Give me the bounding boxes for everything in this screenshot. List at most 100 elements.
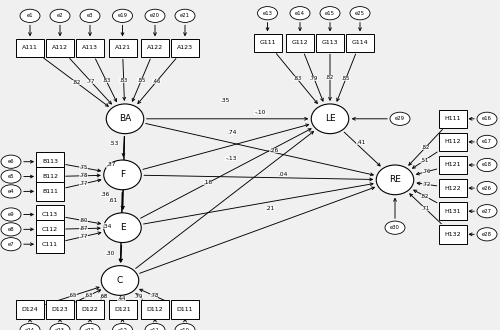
- Text: .83: .83: [102, 78, 110, 83]
- Text: e16: e16: [482, 116, 492, 121]
- FancyBboxPatch shape: [36, 205, 64, 224]
- Ellipse shape: [376, 165, 414, 195]
- FancyBboxPatch shape: [36, 220, 64, 239]
- FancyBboxPatch shape: [438, 202, 466, 220]
- Text: .35: .35: [220, 98, 230, 103]
- Text: .80: .80: [80, 218, 88, 223]
- Ellipse shape: [104, 160, 142, 190]
- Ellipse shape: [104, 213, 142, 243]
- FancyBboxPatch shape: [36, 167, 64, 186]
- Text: e28: e28: [482, 232, 492, 237]
- Circle shape: [477, 182, 497, 195]
- Text: BA: BA: [119, 114, 131, 123]
- Circle shape: [1, 208, 21, 221]
- Text: e18: e18: [482, 162, 492, 168]
- Text: C112: C112: [42, 227, 58, 232]
- Circle shape: [290, 7, 310, 20]
- Text: e27: e27: [482, 209, 492, 214]
- Text: e20: e20: [150, 13, 160, 18]
- FancyBboxPatch shape: [76, 300, 104, 319]
- Text: D121: D121: [114, 307, 131, 312]
- Text: .82: .82: [326, 75, 334, 80]
- Text: B111: B111: [42, 189, 58, 194]
- FancyBboxPatch shape: [438, 133, 466, 151]
- Text: B112: B112: [42, 174, 58, 179]
- Text: C: C: [117, 276, 123, 285]
- Circle shape: [112, 323, 132, 330]
- Text: A121: A121: [114, 45, 130, 50]
- Text: e11: e11: [150, 327, 160, 330]
- Text: D111: D111: [177, 307, 193, 312]
- Text: .37: .37: [106, 162, 116, 168]
- Text: .04: .04: [279, 172, 288, 177]
- FancyBboxPatch shape: [438, 179, 466, 197]
- Text: e6: e6: [8, 159, 14, 164]
- Circle shape: [175, 323, 195, 330]
- Text: H122: H122: [444, 185, 461, 191]
- Circle shape: [390, 112, 410, 125]
- Text: .74: .74: [228, 130, 237, 135]
- Text: E: E: [120, 223, 126, 232]
- Text: A111: A111: [22, 45, 38, 50]
- Text: .82: .82: [72, 80, 80, 85]
- Text: e24: e24: [25, 327, 35, 330]
- FancyBboxPatch shape: [438, 110, 466, 128]
- FancyBboxPatch shape: [141, 39, 169, 57]
- FancyBboxPatch shape: [46, 300, 74, 319]
- Text: e17: e17: [482, 139, 492, 145]
- Text: .36: .36: [100, 192, 110, 197]
- Text: e12: e12: [118, 327, 128, 330]
- Circle shape: [477, 112, 497, 125]
- Circle shape: [50, 323, 70, 330]
- Circle shape: [477, 205, 497, 218]
- Text: .75: .75: [80, 165, 88, 170]
- Text: e30: e30: [390, 225, 400, 230]
- Circle shape: [20, 323, 40, 330]
- FancyBboxPatch shape: [36, 152, 64, 171]
- Text: .83: .83: [293, 77, 302, 82]
- Text: .46: .46: [152, 79, 161, 84]
- Text: e15: e15: [325, 11, 335, 16]
- FancyBboxPatch shape: [254, 34, 281, 52]
- Text: e8: e8: [8, 227, 14, 232]
- Ellipse shape: [311, 104, 349, 134]
- Text: e23: e23: [55, 327, 65, 330]
- Text: e29: e29: [395, 116, 405, 121]
- FancyBboxPatch shape: [438, 156, 466, 174]
- Circle shape: [145, 9, 165, 22]
- Text: .71: .71: [421, 206, 430, 211]
- FancyBboxPatch shape: [171, 39, 199, 57]
- Text: H112: H112: [444, 139, 461, 145]
- Text: RE: RE: [389, 175, 401, 184]
- Circle shape: [477, 135, 497, 148]
- Circle shape: [477, 158, 497, 172]
- Text: .21: .21: [266, 206, 274, 211]
- Text: .79: .79: [134, 294, 143, 299]
- Text: .51: .51: [420, 158, 428, 163]
- Ellipse shape: [101, 266, 139, 295]
- Text: e1: e1: [26, 13, 34, 18]
- Text: D124: D124: [22, 307, 38, 312]
- Text: .44: .44: [118, 296, 126, 301]
- Text: .77: .77: [80, 234, 88, 239]
- Text: .63: .63: [84, 293, 92, 298]
- FancyBboxPatch shape: [286, 34, 314, 52]
- Text: e2: e2: [56, 13, 64, 18]
- Text: .18: .18: [203, 180, 212, 185]
- FancyBboxPatch shape: [16, 300, 44, 319]
- FancyBboxPatch shape: [141, 300, 169, 319]
- Text: H111: H111: [444, 116, 460, 121]
- Circle shape: [80, 323, 100, 330]
- Text: .83: .83: [120, 78, 128, 83]
- FancyBboxPatch shape: [108, 39, 136, 57]
- Text: .53: .53: [110, 141, 118, 147]
- Text: .79: .79: [310, 76, 318, 81]
- Text: A123: A123: [177, 45, 193, 50]
- Text: -.13: -.13: [226, 156, 236, 161]
- Text: .77: .77: [86, 79, 95, 84]
- Text: A112: A112: [52, 45, 68, 50]
- Text: .85: .85: [137, 78, 145, 83]
- Circle shape: [112, 9, 132, 22]
- Text: H131: H131: [444, 209, 461, 214]
- FancyBboxPatch shape: [346, 34, 374, 52]
